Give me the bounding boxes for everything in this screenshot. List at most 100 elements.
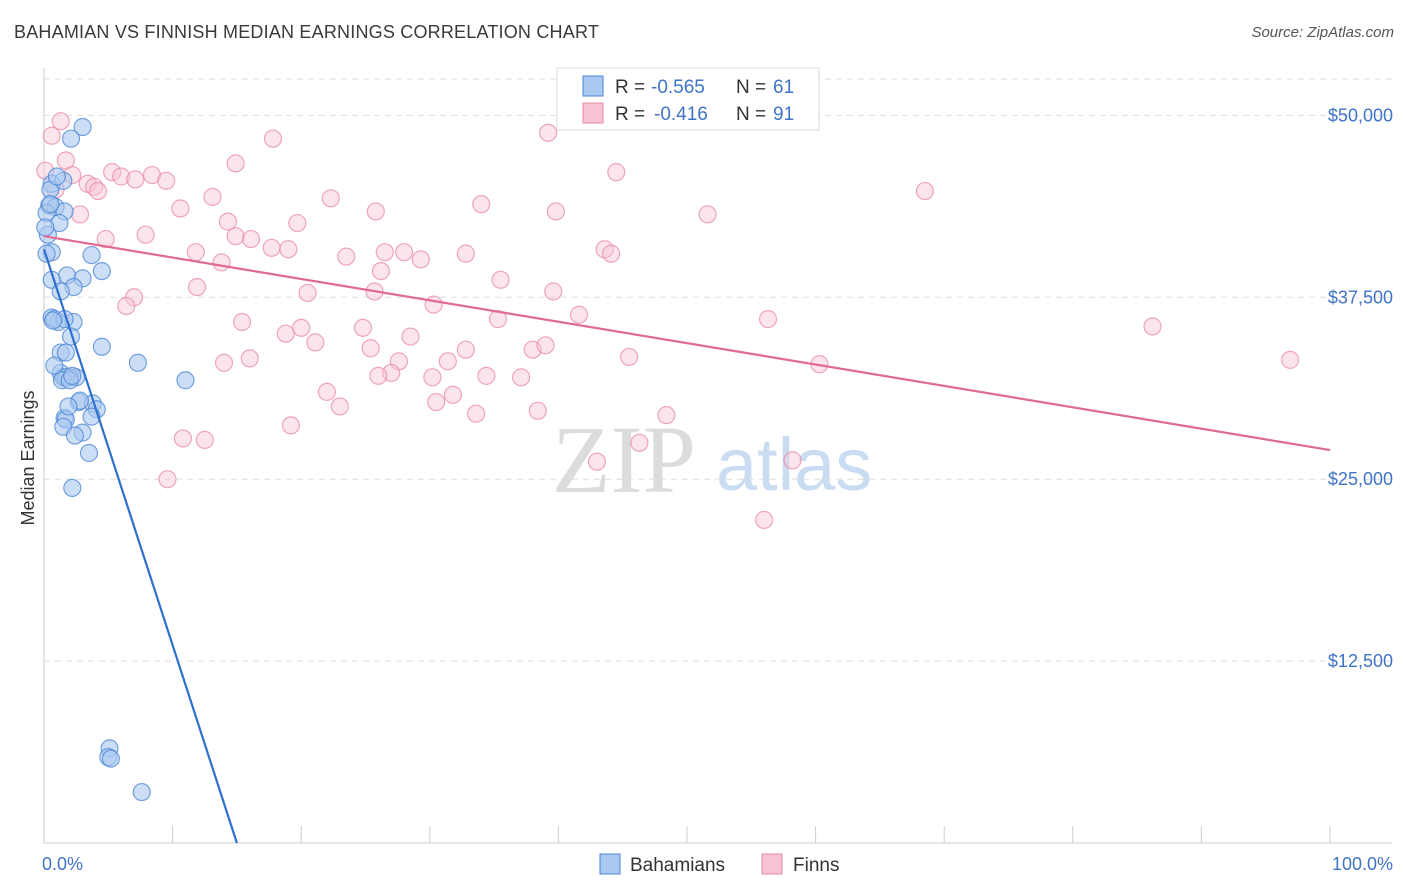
finns-point bbox=[173, 429, 192, 448]
finns-point bbox=[491, 270, 510, 289]
finns-point bbox=[438, 352, 457, 371]
finns-point bbox=[117, 296, 136, 316]
finns-point bbox=[232, 312, 252, 332]
bahamians-point bbox=[59, 397, 78, 416]
finns-points bbox=[36, 112, 1300, 530]
finns-point bbox=[375, 243, 394, 262]
finns-point bbox=[443, 385, 463, 404]
finns-point bbox=[456, 340, 475, 359]
finns-point bbox=[915, 181, 935, 201]
finns-point bbox=[42, 126, 61, 145]
finns-point bbox=[466, 404, 486, 423]
finns-point bbox=[212, 253, 231, 272]
bahamians-point bbox=[82, 407, 101, 426]
finns-point bbox=[187, 277, 207, 297]
bahamians-point bbox=[61, 327, 81, 346]
bahamians-points bbox=[36, 117, 195, 802]
bahamians-point bbox=[92, 337, 111, 356]
x-tick-label: 100.0% bbox=[1332, 854, 1393, 874]
bahamians-point bbox=[43, 311, 63, 330]
finns-point bbox=[218, 212, 237, 231]
stats-n-label-finns: N = bbox=[736, 104, 766, 125]
finns-point bbox=[544, 282, 563, 301]
finns-point bbox=[96, 229, 115, 249]
finns-point bbox=[203, 187, 222, 206]
finns-point bbox=[411, 250, 430, 269]
bahamians-point bbox=[82, 245, 101, 265]
finns-point bbox=[337, 247, 356, 266]
bahamians-point bbox=[47, 167, 66, 186]
watermark-zip: ZIP bbox=[552, 406, 696, 513]
finns-point bbox=[758, 310, 778, 329]
watermark-atlas: atlas bbox=[716, 423, 872, 506]
bahamians-point bbox=[92, 261, 111, 281]
finns-point bbox=[698, 205, 717, 224]
finns-point bbox=[630, 433, 649, 452]
bahamians-trend-line bbox=[42, 248, 238, 844]
finns-point bbox=[88, 181, 108, 201]
bahamians-point bbox=[61, 129, 81, 148]
finns-point bbox=[51, 112, 70, 131]
bahamians-point bbox=[36, 218, 55, 237]
finns-point bbox=[226, 227, 245, 246]
finns-point bbox=[423, 368, 442, 387]
finns-point bbox=[306, 333, 325, 352]
finns-point bbox=[292, 318, 311, 337]
finns-point bbox=[241, 229, 261, 249]
x-tick-label: 0.0% bbox=[42, 854, 83, 874]
finns-point bbox=[427, 392, 446, 412]
finns-point bbox=[477, 366, 496, 385]
stats-r-finns: -0.416 bbox=[654, 104, 708, 125]
finns-point bbox=[1143, 317, 1162, 336]
stats-r-label-bahamians: R = bbox=[615, 77, 645, 98]
finns-point bbox=[214, 353, 234, 372]
bahamians-point bbox=[79, 443, 99, 463]
chart-title: BAHAMIAN VS FINNISH MEDIAN EARNINGS CORR… bbox=[14, 22, 600, 42]
finns-point bbox=[281, 416, 301, 435]
finns-point bbox=[263, 129, 283, 148]
bahamians-point bbox=[73, 117, 92, 137]
finns-point bbox=[126, 170, 145, 189]
finns-point bbox=[401, 327, 420, 346]
stats-r-bahamians: -0.565 bbox=[651, 77, 705, 98]
finns-point bbox=[539, 123, 558, 142]
bahamians-point bbox=[63, 478, 82, 498]
finns-point bbox=[361, 339, 380, 358]
finns-point bbox=[240, 349, 259, 368]
finns-point bbox=[353, 318, 373, 337]
finns-point bbox=[783, 451, 802, 470]
finns-point bbox=[158, 470, 177, 489]
finns-point bbox=[536, 336, 555, 355]
y-tick-label: $37,500 bbox=[1328, 287, 1393, 307]
stats-swatch-bahamians bbox=[582, 75, 604, 97]
y-tick-label: $12,500 bbox=[1328, 651, 1393, 671]
bahamians-point bbox=[176, 371, 195, 390]
legend-swatch-bahamians bbox=[599, 853, 621, 875]
finns-point bbox=[226, 154, 245, 173]
finns-point bbox=[288, 213, 307, 233]
finns-point bbox=[472, 195, 491, 214]
finns-point bbox=[330, 397, 349, 416]
finns-point bbox=[569, 305, 589, 324]
bahamians-point bbox=[132, 782, 151, 802]
axes: $12,500 $25,000 $37,500 $50,000 0.0% 100.0% bbox=[42, 68, 1393, 874]
bahamians-point bbox=[41, 195, 60, 214]
finns-point bbox=[424, 295, 443, 314]
bahamians-point bbox=[101, 749, 120, 768]
y-tick-label: $50,000 bbox=[1328, 105, 1393, 125]
finns-point bbox=[195, 430, 214, 449]
finns-point bbox=[620, 347, 639, 367]
stats-n-bahamians: 61 bbox=[773, 77, 794, 98]
finns-point bbox=[528, 401, 547, 420]
finns-point bbox=[298, 283, 317, 303]
finns-point bbox=[366, 202, 385, 221]
finns-point bbox=[512, 368, 531, 387]
finns-point bbox=[755, 510, 774, 530]
source-label: Source: ZipAtlas.com bbox=[1251, 24, 1394, 41]
gridlines bbox=[44, 78, 1392, 662]
finns-point bbox=[607, 163, 626, 182]
trend-lines bbox=[42, 235, 1331, 844]
finns-point bbox=[157, 171, 176, 190]
y-axis-label: Median Earnings bbox=[18, 390, 38, 525]
